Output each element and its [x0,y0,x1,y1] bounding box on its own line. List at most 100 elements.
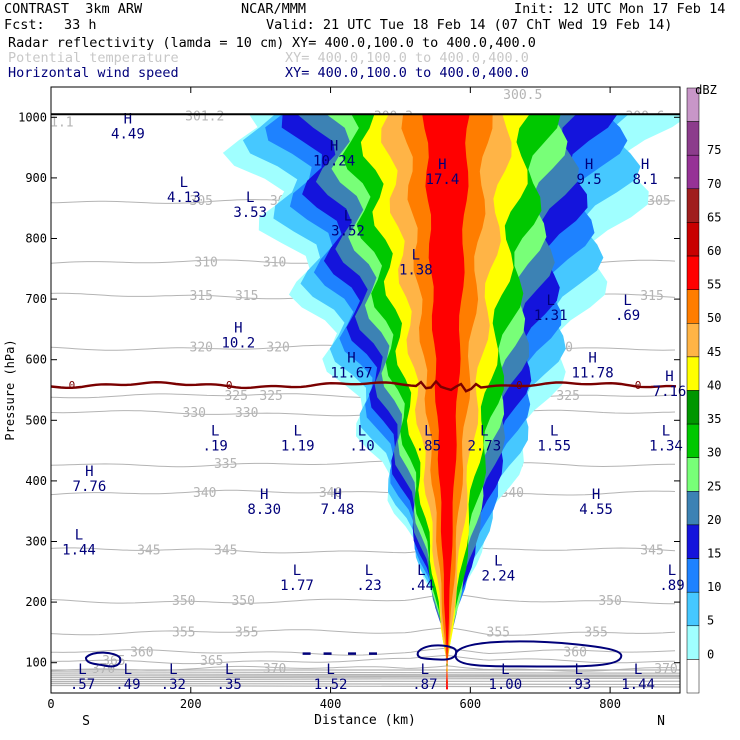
zero-line [51,379,677,393]
theta-label: 365 [200,654,223,669]
theta-line-365 [51,654,676,665]
south-label: S [82,714,90,729]
colorbar-swatch [686,356,700,391]
colorbar-label: 25 [707,479,721,493]
theta-line-upper [51,673,680,676]
colorbar-swatch [686,222,700,257]
extremum-kind: L [546,293,554,309]
theta-line-355 [51,627,676,636]
axes: 100 200 300 400 500 600 700 800 900 1000 0 200 400 60… [18,86,681,711]
extremum-value: .57 [70,677,95,693]
theta-label: 345 [214,544,237,559]
extremum-value: 8.30 [247,502,281,518]
theta-label: 340 [319,486,342,501]
x-tick-label: 0 [47,697,54,711]
field-wind-xy: XY= 400.0,100.0 to 400.0,400.0 [285,65,529,81]
extremum-value: 4.13 [167,190,201,206]
theta-label: 350 [598,594,621,609]
extremum-value: .93 [566,677,591,693]
extremum-kind: L [124,662,132,678]
y-tick-label: 700 [25,292,47,306]
extremum-kind: H [585,157,593,173]
extremum-value: 3.53 [233,205,267,221]
wind-contours [84,640,623,668]
extremum-kind: L [421,662,429,678]
theta-label: 315 [640,289,663,304]
forecast-label: Fcst: [4,17,45,33]
y-tick-label: 200 [25,595,47,609]
y-tick-label: 500 [25,413,47,427]
theta-line-upper [51,671,680,674]
y-tick-label: 600 [25,353,47,367]
extremum-kind: L [574,662,582,678]
wind-extrema-labels: L.57L.49L.32L.35L1.52L.87L1.00L.93L1.44L… [62,111,686,693]
extremum-kind: L [662,423,670,439]
extremum-value: 10.2 [221,335,255,351]
theta-surface-label: 301.2 [185,109,224,124]
extremum-value: 11.67 [330,366,372,382]
colorbar-swatch [686,121,700,156]
theta-label: 345 [137,544,160,559]
extremum-value: 2.73 [467,438,501,454]
extremum-kind: H [330,139,338,155]
colorbar-swatch [686,591,700,627]
reflectivity-band-10 [422,114,470,690]
extremum-value: .49 [115,677,140,693]
theta-label: 325 [556,389,579,404]
y-tick-label: 1000 [18,110,47,124]
colorbar-label: 55 [707,278,721,292]
y-tick-label: 900 [25,171,47,185]
extremum-kind: L [634,662,642,678]
field-theta-xy: XY= 400.0,100.0 to 400.0,400.0 [285,50,529,66]
extremum-value: 2.24 [481,569,515,585]
extremum-value: 10.24 [313,154,355,170]
zero-label: 0 [635,379,642,392]
extremum-value: .35 [217,677,242,693]
colorbar-swatch [686,524,700,559]
org-label: NCAR/MMM [241,1,307,17]
theta-line-340 [51,489,676,496]
extremum-kind: L [623,293,631,309]
theta-label: 345 [640,544,663,559]
extremum-value: 1.77 [280,578,314,594]
colorbar-label: 65 [707,210,721,224]
field-theta: Potential temperature [8,50,179,66]
theta-label: 360 [130,645,153,660]
theta-label: 310 [263,256,286,271]
extremum-kind: L [344,208,352,224]
colorbar-swatch [686,491,700,526]
field-reflectivity: Radar reflectivity (lamda = 10 cm) [8,35,285,51]
extremum-value: .89 [659,578,684,594]
theta-line-345 [51,545,676,554]
extremum-kind: H [124,111,132,127]
field-wind: Horizontal wind speed [8,65,179,81]
extremum-value: 1.38 [399,263,433,279]
extremum-kind: L [668,563,676,579]
valid-time: Valid: 21 UTC Tue 18 Feb 14 (07 ChT Wed … [266,17,673,33]
extremum-value: 7.16 [653,384,687,400]
extremum-value: 1.31 [534,308,568,324]
theta-label: 355 [487,625,510,640]
colorbar-label: 10 [707,580,721,594]
zero-label: 0 [226,379,233,392]
colorbar-label: 70 [707,177,721,191]
colorbar-swatch [686,558,700,593]
theta-label: 355 [584,625,607,640]
theta-label: 325 [259,389,282,404]
extremum-kind: H [347,351,355,367]
extremum-kind: L [78,662,86,678]
extremum-value: .44 [409,578,434,594]
colorbar-swatch [686,154,700,190]
theta-label: 360 [563,645,586,660]
theta-label: 310 [194,256,217,271]
zero-contour: 0 0 0 0 [51,379,677,393]
wind-contour [84,651,122,668]
extremum-value: .69 [615,308,640,324]
extremum-value: 4.55 [579,502,613,518]
y-tick-label: 800 [25,232,47,246]
theta-label: 325 [224,389,247,404]
wind-contour [454,640,623,668]
theta-label: 340 [193,486,216,501]
colorbar-swatch [686,289,700,324]
extremum-value: .19 [203,438,228,454]
